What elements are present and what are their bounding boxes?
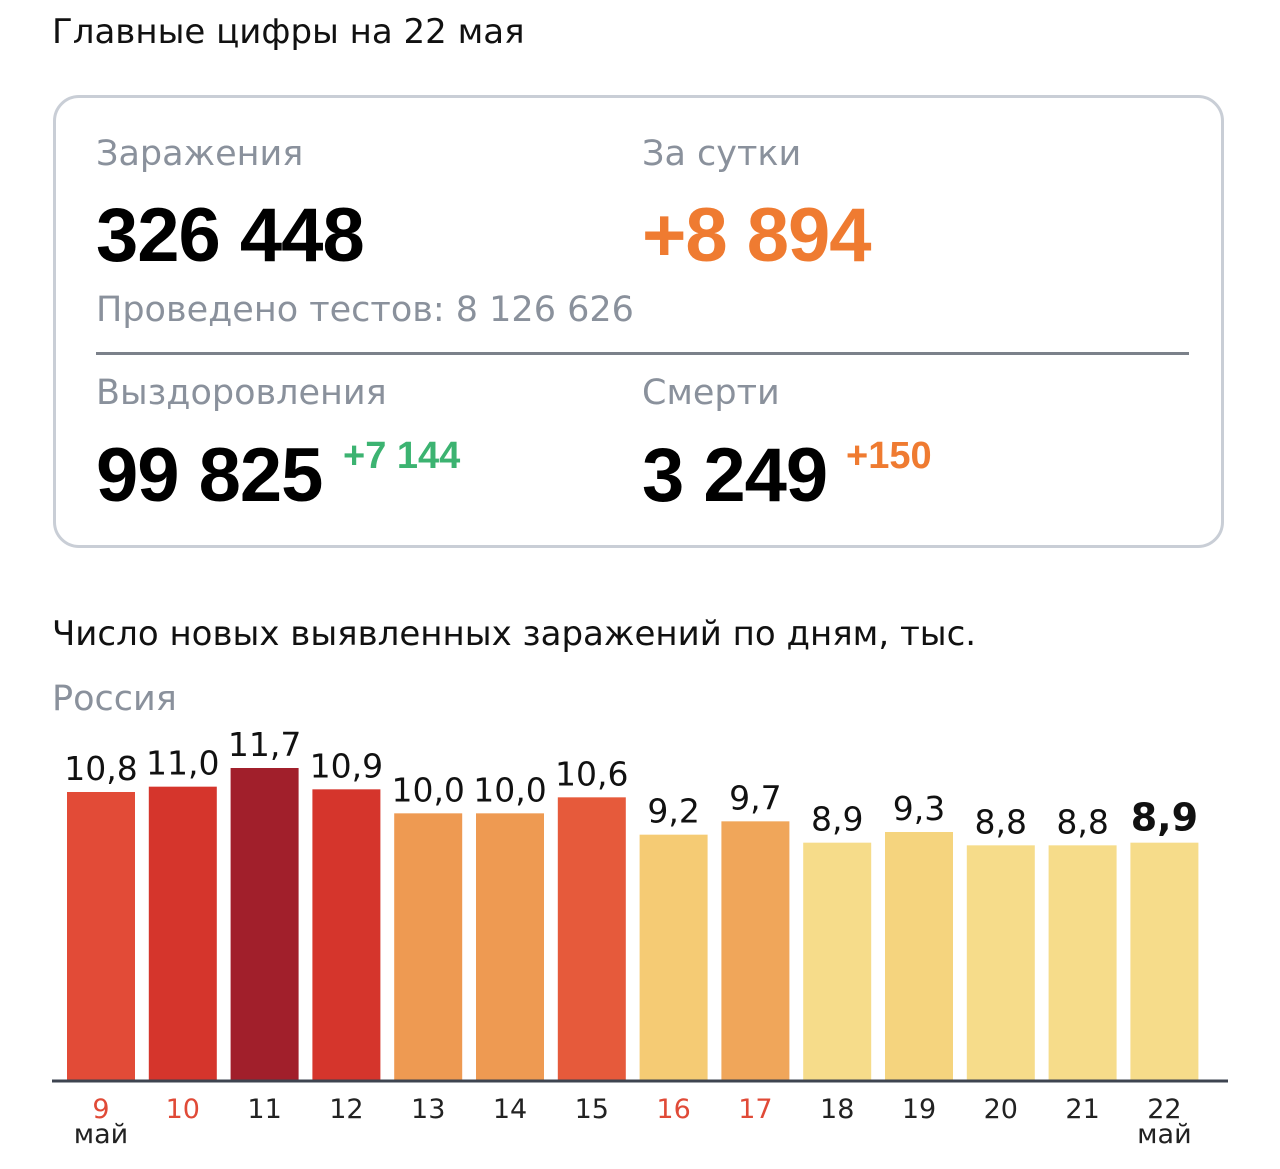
value-label-9: 10,8 — [64, 749, 137, 788]
bar-16 — [639, 834, 708, 1080]
infections-label: Заражения — [96, 134, 304, 174]
recoveries-label: Выздоровления — [96, 373, 387, 413]
chart-title: Число новых выявленных заражений по дням… — [52, 614, 977, 654]
value-label-10: 11,0 — [146, 744, 219, 783]
tick-label-16: 16 — [656, 1094, 690, 1125]
deaths-delta: +150 — [846, 435, 932, 477]
value-label-20: 8,8 — [975, 802, 1027, 841]
daily-label: За сутки — [642, 134, 802, 174]
tick-label-13: 13 — [411, 1094, 445, 1125]
tick-label-11: 11 — [247, 1094, 281, 1125]
bar-18 — [803, 842, 872, 1080]
recoveries-value: 99 825 — [96, 433, 323, 518]
tick-label-10: 10 — [166, 1094, 200, 1125]
month-label-last: май — [1137, 1119, 1191, 1150]
value-label-15: 10,6 — [555, 754, 628, 793]
value-label-13: 10,0 — [391, 770, 464, 809]
value-label-22: 8,9 — [1131, 796, 1198, 840]
bar-20 — [966, 845, 1035, 1080]
bar-9 — [67, 792, 135, 1080]
value-label-18: 8,9 — [811, 800, 863, 839]
tick-label-22: 22 — [1147, 1094, 1181, 1125]
tick-label-18: 18 — [820, 1094, 854, 1125]
tick-label-21: 21 — [1065, 1094, 1099, 1125]
month-label-first: май — [74, 1119, 128, 1150]
bar-19 — [885, 832, 953, 1080]
deaths-label: Смерти — [642, 373, 780, 413]
tick-label-12: 12 — [329, 1094, 363, 1125]
bar-15 — [557, 797, 626, 1080]
value-label-21: 8,8 — [1056, 802, 1108, 841]
tick-label-9: 9 — [92, 1094, 109, 1125]
tick-label-15: 15 — [575, 1094, 609, 1125]
bar-12 — [312, 789, 381, 1080]
recoveries-delta: +7 144 — [343, 435, 461, 477]
page-title: Главные цифры на 22 мая — [52, 12, 525, 52]
value-label-17: 9,7 — [729, 778, 781, 817]
value-label-16: 9,2 — [647, 792, 699, 831]
value-label-11: 11,7 — [228, 725, 301, 764]
bar-10 — [148, 786, 217, 1080]
tick-label-17: 17 — [738, 1094, 772, 1125]
bar-22 — [1130, 842, 1199, 1080]
tests-count: Проведено тестов: 8 126 626 — [96, 290, 634, 330]
value-label-12: 10,9 — [310, 746, 383, 785]
value-label-19: 9,3 — [893, 789, 945, 828]
bar-13 — [394, 813, 463, 1080]
summary-card: Заражения 326 448 За сутки +8 894 Провед… — [53, 95, 1224, 548]
chart-subtitle: Россия — [52, 679, 177, 719]
tick-label-20: 20 — [984, 1094, 1018, 1125]
tick-label-19: 19 — [902, 1094, 936, 1125]
deaths-value: 3 249 — [642, 433, 828, 518]
tick-label-14: 14 — [493, 1094, 527, 1125]
bar-11 — [230, 768, 299, 1080]
infections-value: 326 448 — [96, 193, 365, 278]
bar-21 — [1048, 845, 1117, 1080]
card-divider — [96, 352, 1189, 355]
bar-17 — [721, 821, 790, 1080]
daily-value: +8 894 — [642, 193, 872, 278]
value-label-14: 10,0 — [473, 770, 546, 809]
bar-14 — [476, 813, 544, 1080]
